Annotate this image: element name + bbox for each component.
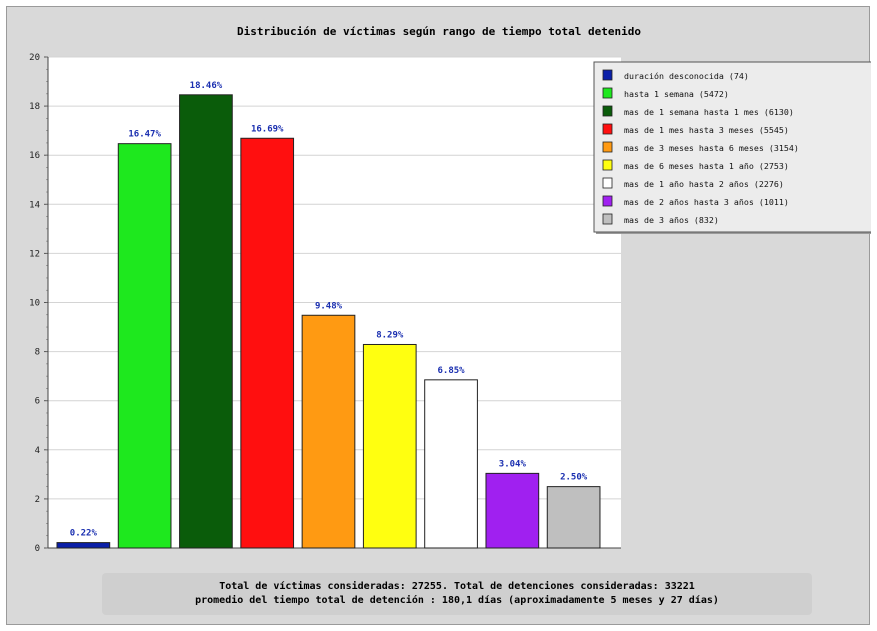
bar: [485, 472, 540, 549]
y-tick-label: 2: [35, 495, 40, 505]
bar: [117, 143, 172, 549]
y-tick-label: 6: [35, 397, 40, 407]
legend-label: duración desconocida (74): [624, 71, 749, 81]
summary-box: Total de víctimas consideradas: 27255. T…: [102, 573, 812, 615]
legend-swatch: [602, 105, 613, 117]
y-tick-label: 20: [29, 53, 40, 63]
data-label: 16.47%: [128, 130, 161, 140]
chart-frame: Distribución de víctimas según rango de …: [6, 6, 871, 625]
legend-swatch: [602, 123, 613, 135]
bar-chart: 0 2 4 6 8 10 12 14 16 18 20 0.22% 16.47% 18.46% 16.69%…: [29, 53, 871, 554]
bar: [546, 486, 601, 549]
data-label: 16.69%: [251, 124, 284, 134]
legend-label: mas de 1 mes hasta 3 meses (5545): [624, 125, 789, 135]
data-label: 6.85%: [438, 366, 466, 376]
bar: [424, 379, 478, 549]
data-label: 18.46%: [190, 81, 223, 91]
y-tick-label: 10: [29, 299, 40, 309]
y-tick-label: 12: [29, 249, 40, 259]
data-label: 8.29%: [376, 330, 404, 340]
legend-swatch: [602, 177, 613, 189]
legend-swatch: [602, 213, 613, 225]
bar: [240, 137, 295, 549]
legend-label: hasta 1 semana (5472): [624, 89, 729, 99]
legend-swatch: [602, 195, 613, 207]
legend-swatch: [602, 69, 613, 81]
bar: [362, 343, 417, 549]
y-tick-label: 4: [35, 446, 40, 456]
chart-title: Distribución de víctimas según rango de …: [237, 25, 641, 38]
legend-swatch: [602, 87, 613, 99]
bar: [301, 314, 356, 549]
legend-label: mas de 3 meses hasta 6 meses (3154): [624, 143, 799, 153]
y-tick-label: 8: [35, 348, 40, 358]
legend-label: mas de 6 meses hasta 1 año (2753): [624, 161, 789, 171]
data-label: 0.22%: [70, 529, 98, 539]
y-tick-label: 14: [29, 200, 40, 210]
bar: [179, 94, 233, 549]
summary-line-2: promedio del tiempo total de detención :…: [195, 595, 719, 606]
y-tick-label: 0: [35, 544, 40, 554]
legend-swatch: [602, 159, 613, 171]
data-label: 3.04%: [499, 459, 527, 469]
data-label: 9.48%: [315, 301, 343, 311]
legend-box: [593, 61, 871, 233]
legend-label: mas de 1 semana hasta 1 mes (6130): [624, 107, 794, 117]
legend-label: mas de 1 año hasta 2 años (2276): [624, 179, 784, 189]
bar: [56, 542, 111, 549]
y-tick-label: 16: [29, 151, 40, 161]
y-tick-label: 18: [29, 102, 40, 112]
legend-swatch: [602, 141, 613, 153]
legend-label: mas de 2 años hasta 3 años (1011): [624, 197, 789, 207]
data-label: 2.50%: [560, 473, 588, 483]
summary-line-1: Total de víctimas consideradas: 27255. T…: [219, 581, 695, 592]
legend-label: mas de 3 años (832): [624, 215, 719, 225]
